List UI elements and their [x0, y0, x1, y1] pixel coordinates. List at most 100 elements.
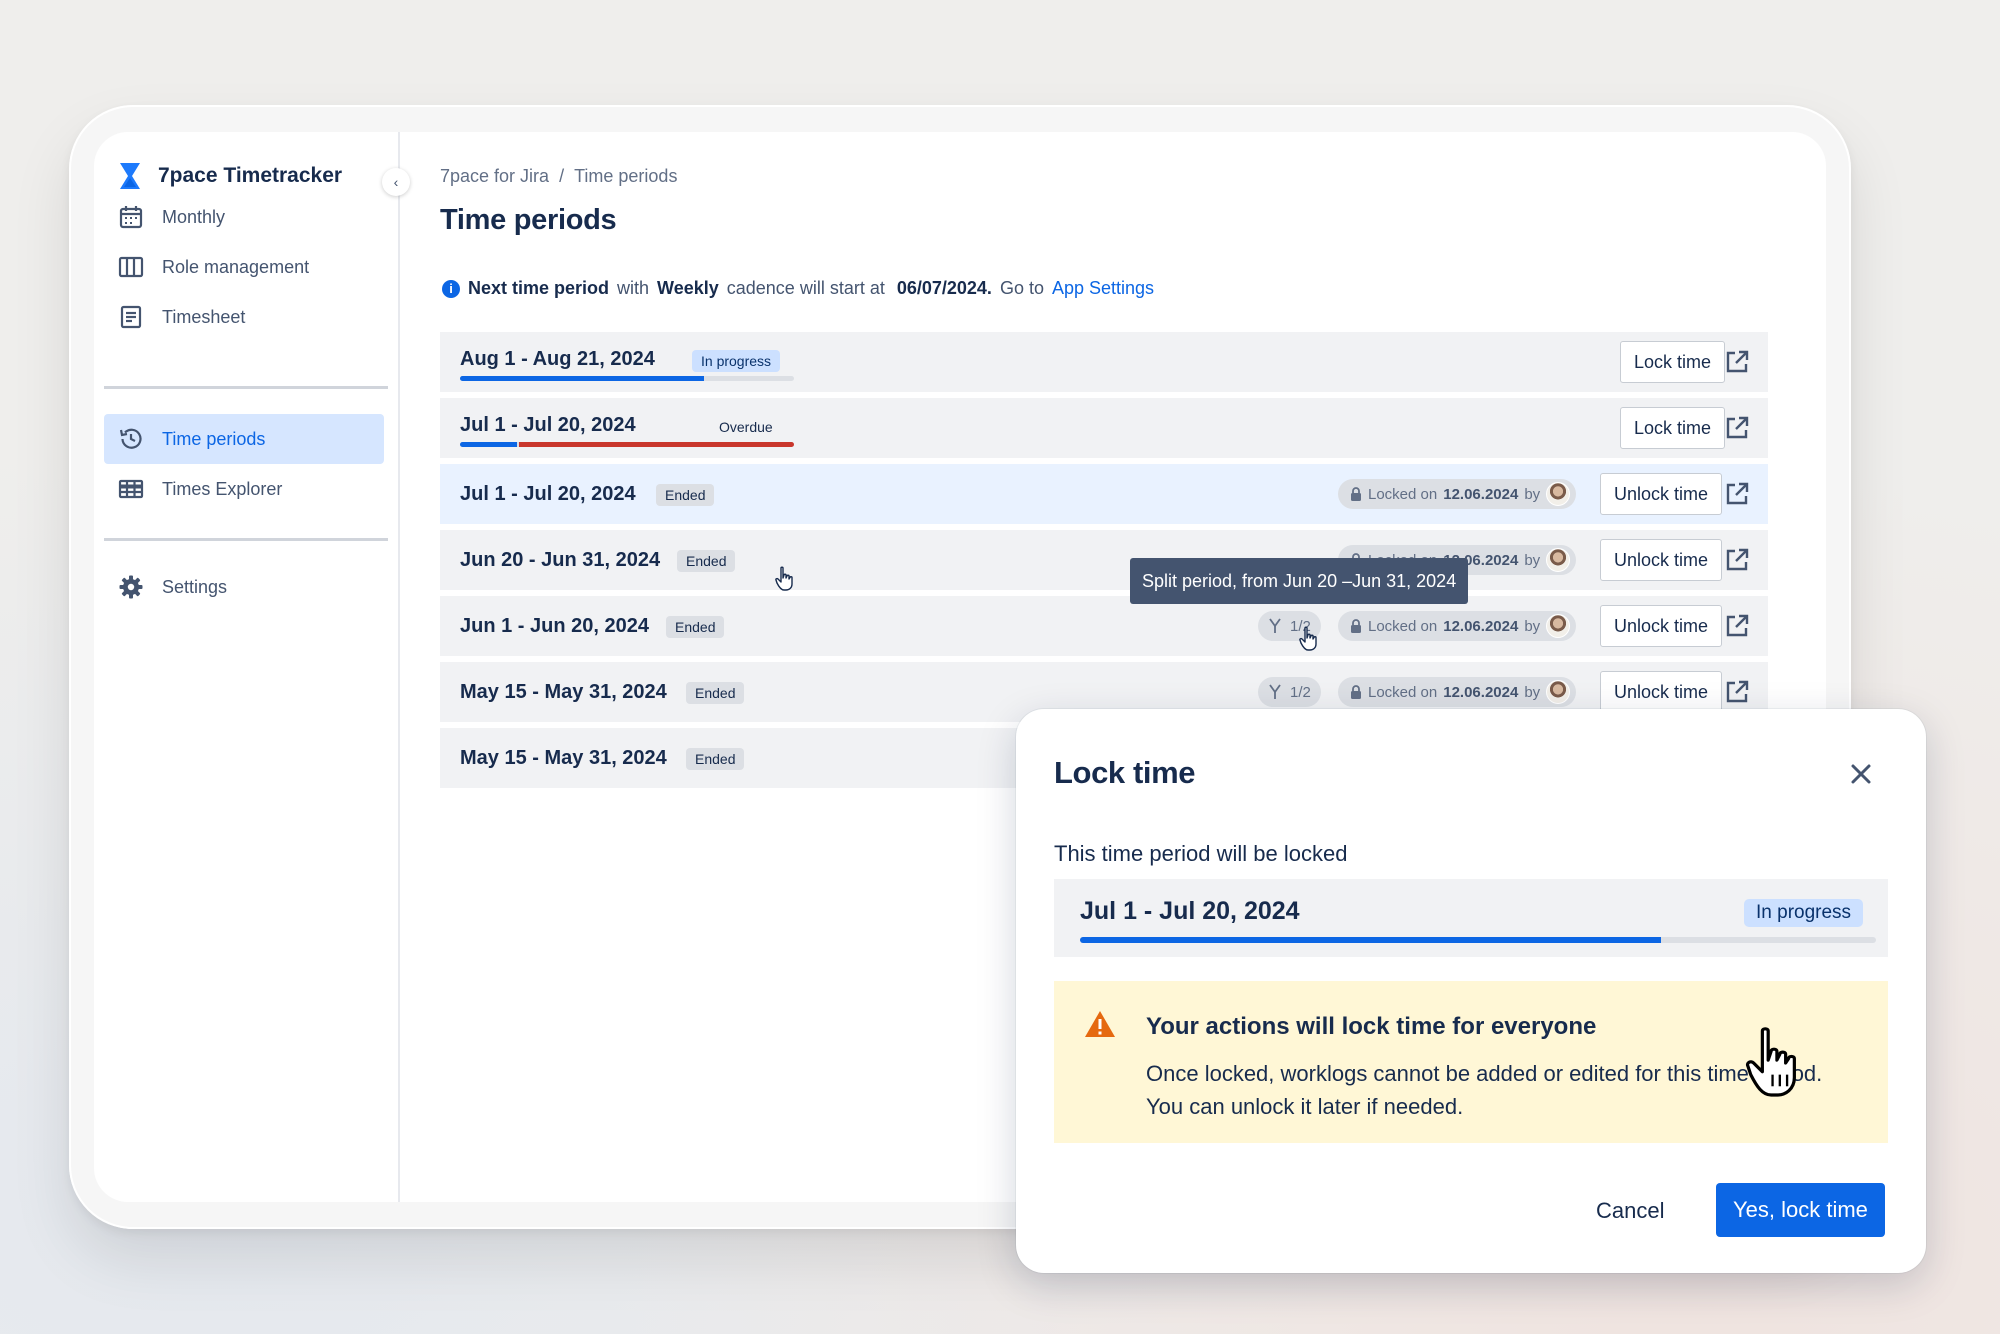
locked-label: Locked on [1368, 617, 1438, 635]
external-link-icon[interactable] [1723, 414, 1751, 442]
status-badge: In progress [1744, 899, 1864, 927]
warning-line: Once locked, worklogs cannot be added or… [1146, 1061, 1823, 1086]
info-text: Go to [999, 278, 1044, 298]
lock-icon [1351, 619, 1361, 633]
confirm-lock-button[interactable]: Yes, lock time [1716, 1183, 1885, 1237]
status-badge: Ended [686, 682, 745, 704]
dialog-title: Lock time [1054, 755, 1196, 790]
info-text: cadence will start at [726, 278, 885, 298]
sidebar-item-role-management[interactable]: Role management [104, 242, 384, 292]
page-title: Time periods [440, 204, 617, 236]
gear-icon [119, 575, 143, 599]
sidebar-item-label: Monthly [162, 206, 226, 227]
warning-message: Your actions will lock time for everyone… [1054, 981, 1888, 1143]
pointer-cursor-icon [1299, 626, 1317, 651]
warning-title: Your actions will lock time for everyone [1146, 1013, 1597, 1040]
sidebar-item-time-periods[interactable]: Time periods [104, 414, 384, 464]
breadcrumb-separator: / [559, 166, 565, 186]
calendar-icon [119, 206, 143, 229]
table-icon [118, 479, 144, 499]
period-row[interactable]: Jul 1 - Jul 20, 2024 Overdue Lock time [440, 398, 1768, 458]
sidebar-item-timesheet[interactable]: Timesheet [104, 292, 384, 342]
lock-icon [1351, 487, 1361, 501]
locked-info: Locked on 12.06.2024 by [1338, 677, 1577, 707]
split-indicator[interactable]: 1/2 [1258, 611, 1321, 641]
period-date: May 15 - May 31, 2024 [460, 681, 667, 703]
period-row[interactable]: Jul 1 - Jul 20, 2024 Ended Locked on 12.… [440, 464, 1768, 524]
close-icon[interactable] [1846, 759, 1876, 789]
locked-by-label: by [1524, 617, 1541, 635]
locked-info: Locked on 12.06.2024 by [1338, 479, 1577, 509]
lock-time-button[interactable]: Lock time [1620, 341, 1726, 383]
locked-label: Locked on [1368, 485, 1438, 503]
info-cadence: Weekly [657, 278, 719, 298]
app-settings-link[interactable]: App Settings [1051, 278, 1155, 298]
hourglass-logo-icon [120, 163, 140, 189]
split-indicator[interactable]: 1/2 [1258, 677, 1321, 707]
sidebar-item-times-explorer[interactable]: Times Explorer [104, 464, 384, 514]
cancel-button[interactable]: Cancel [1596, 1198, 1665, 1223]
status-badge: Overdue [719, 419, 773, 435]
sidebar-item-label: Time periods [162, 428, 266, 449]
dialog-period-card: Jul 1 - Jul 20, 2024 In progress [1054, 879, 1888, 957]
status-badge: Ended [677, 550, 736, 572]
locked-date: 12.06.2024 [1443, 485, 1519, 503]
locked-by-label: by [1524, 683, 1541, 701]
overdue-bar-fill [518, 442, 794, 447]
history-icon [119, 428, 142, 449]
collapse-sidebar-button[interactable]: ‹ [382, 168, 410, 196]
avatar [1546, 614, 1571, 638]
locked-label: Locked on [1368, 683, 1438, 701]
info-icon: i [442, 279, 460, 298]
pointer-cursor-icon [1745, 1027, 1796, 1097]
lock-icon [1351, 685, 1361, 699]
sidebar-item-settings[interactable]: Settings [104, 562, 384, 612]
split-period-tooltip: Split period, from Jun 20 –Jun 31, 2024 [1130, 558, 1469, 604]
external-link-icon[interactable] [1723, 480, 1751, 508]
external-link-icon[interactable] [1723, 612, 1751, 640]
app-brand[interactable]: 7pace Timetracker [118, 162, 342, 190]
info-banner: i Next time period with Weekly cadence w… [442, 278, 1154, 299]
status-badge: Ended [666, 616, 725, 638]
sidebar-divider [104, 538, 388, 541]
unlock-time-button[interactable]: Unlock time [1600, 671, 1723, 713]
status-badge: Ended [656, 484, 715, 506]
external-link-icon[interactable] [1723, 546, 1751, 574]
pointer-cursor-icon [775, 566, 793, 591]
split-count: 1/2 [1290, 683, 1311, 701]
lock-time-dialog: Lock time This time period will be locke… [1016, 709, 1926, 1273]
columns-icon [118, 256, 144, 278]
sidebar: 7pace Timetracker Monthly Role managemen… [94, 132, 400, 1202]
period-date: Aug 1 - Aug 21, 2024 [460, 348, 655, 370]
info-text-bold: Next time period [468, 278, 610, 298]
unlock-time-button[interactable]: Unlock time [1600, 539, 1723, 581]
lock-time-button[interactable]: Lock time [1620, 407, 1726, 449]
chevron-left-icon: ‹ [393, 174, 399, 190]
app-window: 7pace Timetracker Monthly Role managemen… [94, 132, 1826, 1202]
status-badge: In progress [692, 350, 781, 372]
external-link-icon[interactable] [1723, 678, 1751, 706]
period-row[interactable]: Aug 1 - Aug 21, 2024 In progress Lock ti… [440, 332, 1768, 392]
breadcrumb-root[interactable]: 7pace for Jira [440, 166, 550, 186]
external-link-icon[interactable] [1723, 348, 1751, 376]
progress-bar-fill [1080, 937, 1662, 943]
sidebar-item-monthly[interactable]: Monthly [104, 192, 384, 242]
breadcrumb: 7pace for Jira / Time periods [440, 166, 677, 187]
progress-bar-fill [460, 442, 517, 447]
period-date: Jul 1 - Jul 20, 2024 [1080, 897, 1300, 925]
sidebar-item-label: Timesheet [162, 306, 246, 327]
dialog-subtitle: This time period will be locked [1054, 841, 1348, 866]
locked-by-label: by [1524, 485, 1541, 503]
breadcrumb-current[interactable]: Time periods [574, 166, 678, 186]
period-row[interactable]: Jun 20 - Jun 31, 2024 Ended Locked on 12… [440, 530, 1768, 590]
warning-icon [1085, 1011, 1115, 1037]
unlock-time-button[interactable]: Unlock time [1600, 473, 1723, 515]
period-date: Jun 1 - Jun 20, 2024 [460, 615, 649, 637]
unlock-time-button[interactable]: Unlock time [1600, 605, 1723, 647]
progress-bar [460, 376, 794, 381]
progress-bar [460, 442, 794, 447]
sidebar-item-label: Settings [162, 576, 228, 597]
progress-bar [1080, 937, 1876, 943]
period-row[interactable]: Jun 1 - Jun 20, 2024 Ended 1/2 Locked on… [440, 596, 1768, 656]
period-date: Jun 20 - Jun 31, 2024 [460, 549, 661, 571]
